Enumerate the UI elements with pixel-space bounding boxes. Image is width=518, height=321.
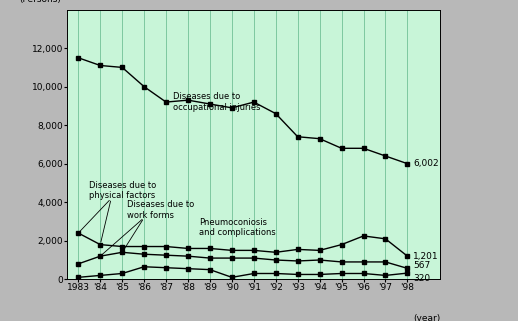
Text: Pneumoconiosis
and complications: Pneumoconiosis and complications — [199, 218, 276, 237]
Text: (year): (year) — [413, 314, 440, 321]
Text: Diseases due to
work forms: Diseases due to work forms — [126, 200, 194, 220]
Text: Diseases due to
physical factors: Diseases due to physical factors — [89, 181, 156, 200]
Text: 567: 567 — [413, 261, 430, 270]
Text: Diseases due to
occupational injuries: Diseases due to occupational injuries — [172, 92, 260, 112]
Text: (Persons): (Persons) — [19, 0, 61, 4]
Text: 1,201: 1,201 — [413, 252, 439, 261]
Text: 320: 320 — [413, 274, 430, 283]
Text: 6,002: 6,002 — [413, 159, 439, 168]
